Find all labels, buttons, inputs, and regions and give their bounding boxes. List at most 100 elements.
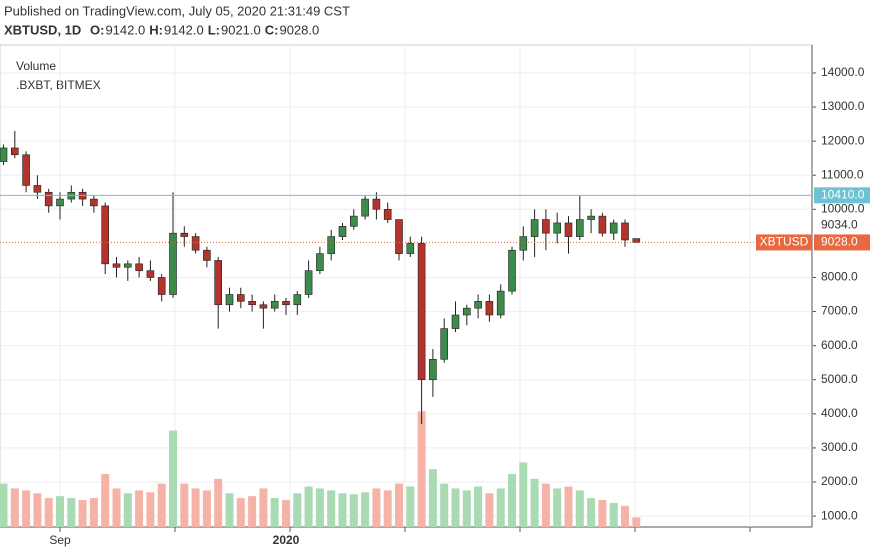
candle-body (564, 222, 573, 237)
candle-body (293, 294, 302, 306)
candle-body (237, 294, 245, 302)
volume-bar (451, 488, 460, 527)
volume-bar (349, 494, 358, 527)
volume-bar (67, 498, 76, 527)
candle-body (180, 232, 189, 237)
x-tick-label: 2020 (273, 533, 300, 547)
ohlc: O: 9142.0 H: 9142.0 L: 9021.0 C: 9028.0 (90, 22, 319, 37)
candle-body (191, 236, 200, 251)
volume-bar (146, 492, 155, 527)
volume-bar (462, 490, 471, 527)
volume-bar (598, 500, 607, 527)
volume-bar (632, 517, 641, 527)
candle-body (135, 263, 143, 271)
candle-body (304, 270, 313, 295)
volume-bar (315, 488, 324, 527)
volume-bar (248, 496, 257, 527)
ohlc-value: 9028.0 (279, 22, 319, 37)
candle-body (621, 222, 629, 241)
volume-bar (621, 505, 629, 527)
volume-bar (169, 430, 177, 527)
volume-bar (519, 462, 528, 527)
y-tick-label: 12000.0 (821, 133, 865, 147)
volume-bar (428, 469, 437, 527)
ohlc-key: C: (265, 22, 279, 37)
volume-bar (180, 483, 189, 527)
volume-bar (338, 493, 347, 527)
volume-bar (259, 488, 268, 527)
volume-bar (56, 496, 64, 527)
y-tick-label: 10000.0 (821, 201, 865, 215)
symbol-label: XBTUSD (760, 235, 809, 249)
candle-body (90, 198, 98, 207)
volume-bar (202, 490, 211, 527)
candle-body (146, 270, 155, 278)
candle-body (259, 304, 268, 309)
legend-source: .BXBT, BITMEX (16, 78, 101, 92)
candle-body (44, 191, 53, 207)
y-tick-label: 4000.0 (821, 406, 858, 420)
price-label: 10410.0 (821, 187, 865, 201)
price-label-box (814, 234, 870, 251)
volume-bar (508, 473, 516, 527)
candle-body (485, 301, 494, 316)
y-tick-label: 2000.0 (821, 474, 858, 488)
volume-bar (282, 500, 290, 527)
candle-body (101, 205, 109, 265)
volume-bar (10, 488, 19, 527)
ohlc-value: 9021.0 (221, 22, 261, 37)
volume-bar (101, 473, 110, 527)
volume-bar (236, 498, 245, 527)
volume-bar (112, 488, 121, 527)
volume-bar (270, 498, 279, 527)
candle-body (440, 328, 449, 360)
volume-bar (587, 498, 596, 527)
candle-body (270, 301, 279, 309)
candle-body (169, 232, 177, 295)
y-tick-label: 8000.0 (821, 270, 858, 284)
candle-body (575, 219, 584, 237)
volume-bar (191, 488, 200, 527)
volume-bar (609, 502, 618, 527)
candle-body (327, 236, 336, 254)
candle-body (0, 147, 8, 162)
volume-bar (474, 486, 483, 527)
candle-body (462, 307, 471, 316)
candle-body (372, 198, 381, 210)
symbol: XBTUSD, 1D (4, 22, 81, 37)
volume-bar (496, 488, 505, 527)
candle-body (474, 301, 482, 309)
volume-bar (33, 493, 42, 527)
volume-bar (564, 486, 573, 527)
y-tick-label: 1000.0 (821, 508, 858, 522)
volume-bar (123, 493, 132, 527)
symbol-box (756, 234, 812, 251)
candle-body (214, 260, 222, 306)
y-tick-label: 14000.0 (821, 65, 865, 79)
volume-bar (293, 493, 302, 527)
ohlc-value: 9142.0 (164, 22, 204, 37)
y-tick-label: 6000.0 (821, 338, 858, 352)
candle-body (112, 263, 121, 268)
volume-bar (553, 488, 562, 527)
volume-bar (327, 490, 336, 527)
candle-body (56, 198, 64, 207)
legend-volume: Volume (16, 59, 56, 73)
volume-bar (135, 490, 144, 527)
candle-body (225, 294, 234, 306)
ohlc-key: H: (149, 22, 163, 37)
candle-body (451, 314, 460, 329)
candle-body (11, 147, 19, 156)
volume-bar (541, 483, 550, 527)
candle-body (282, 301, 290, 306)
volume-bar (406, 486, 415, 527)
candle-body (553, 222, 562, 234)
candle-body (22, 154, 30, 186)
volume-bar (530, 478, 539, 527)
candle-body (124, 263, 132, 268)
candle-body (508, 249, 516, 292)
candle-body (316, 253, 324, 271)
volume-bar (78, 500, 87, 527)
